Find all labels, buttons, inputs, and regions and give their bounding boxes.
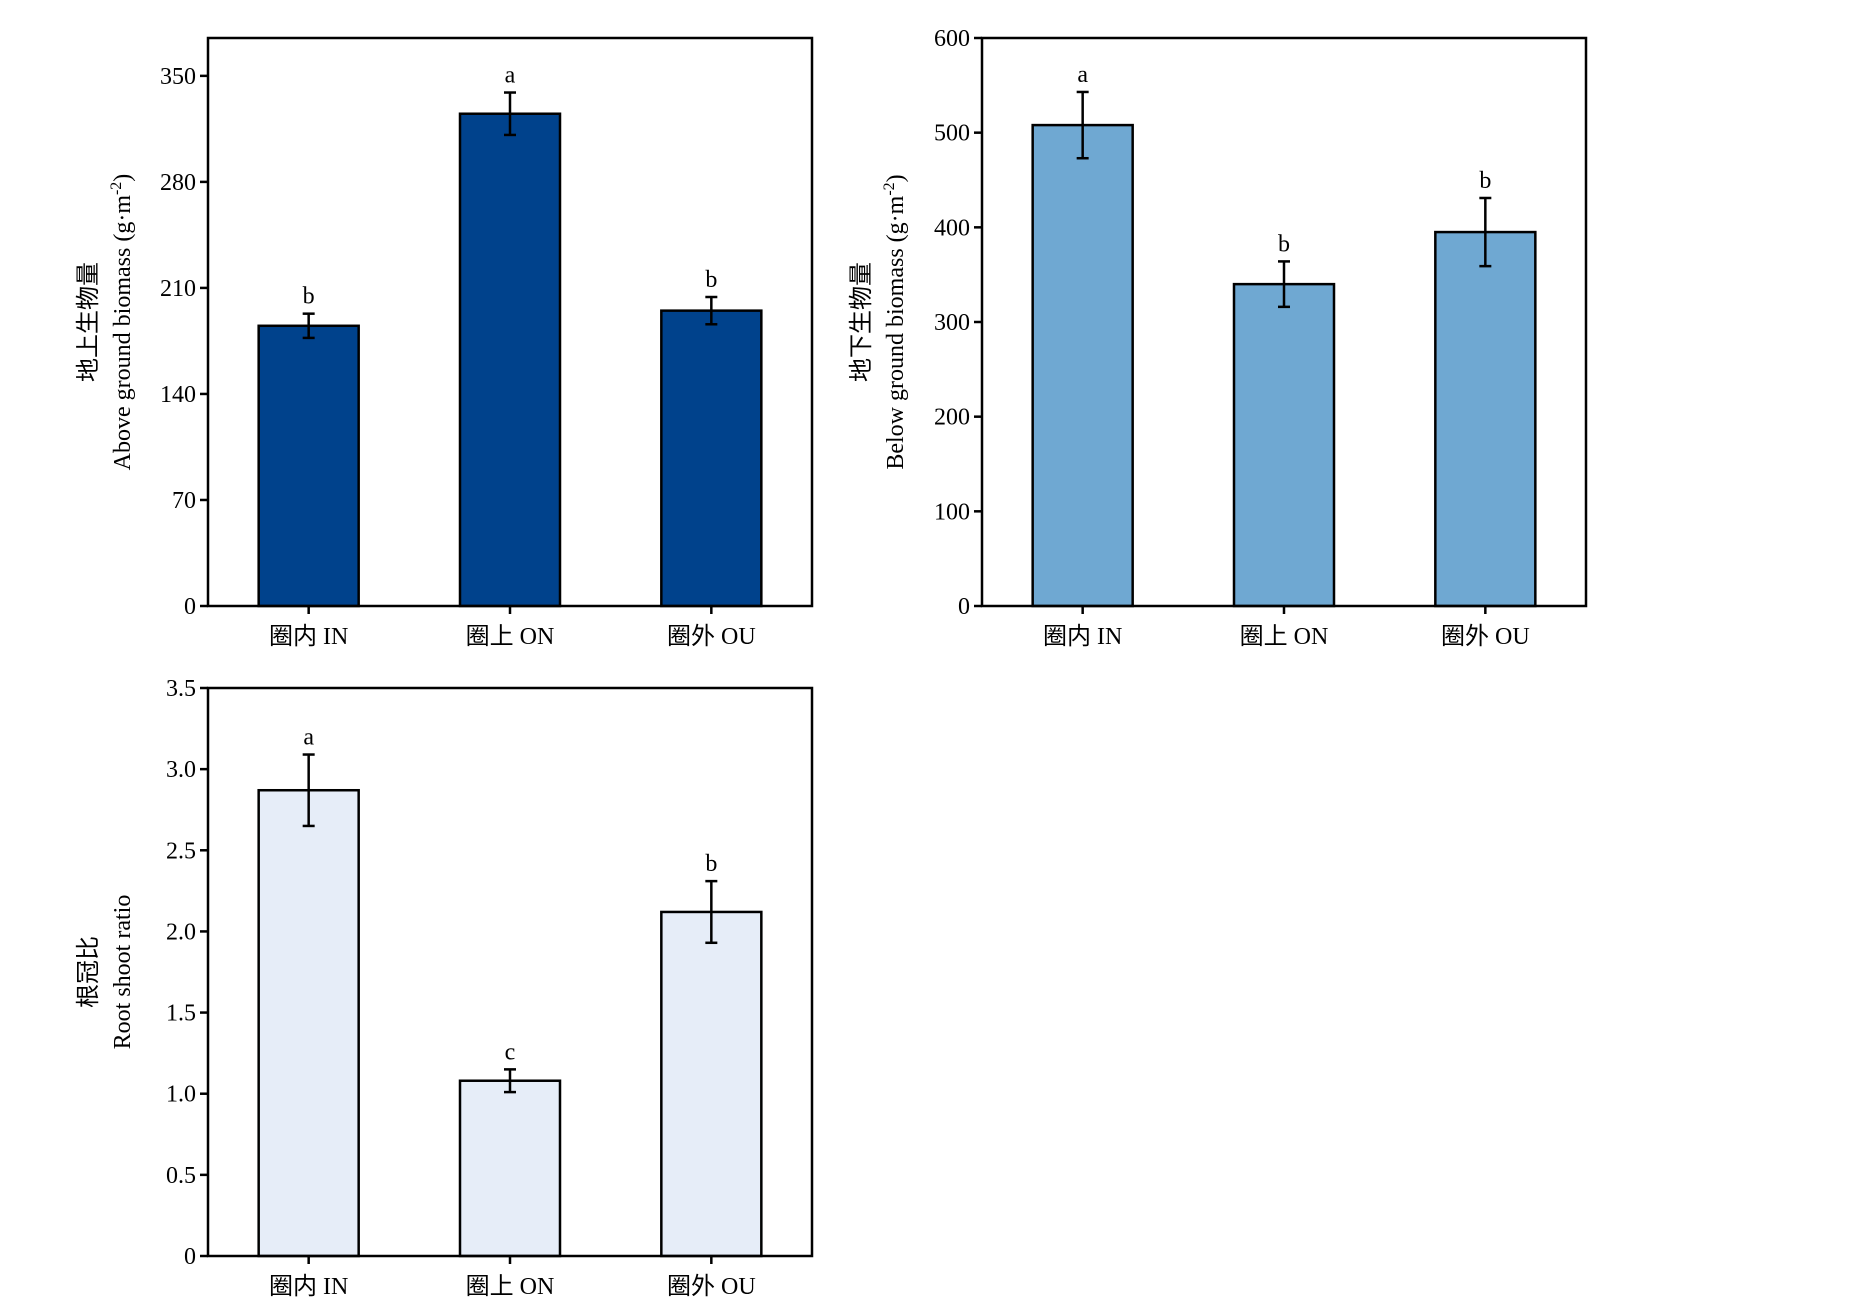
x-category-label-3: 圈外 OU [667, 1273, 756, 1300]
y-tick-label-5: 2.0 [166, 919, 196, 945]
y-tick-label-6: 500 [934, 121, 970, 147]
chart-panel-2: a b b 0 100 200 300 400 500 600 圈内 IN 圈上 ON 圈外 OU 地下生… [848, 26, 1588, 650]
bar-3 [660, 910, 763, 1258]
error-bar-1 [302, 312, 315, 340]
significance-label-1: a [303, 725, 314, 751]
bar-2 [1232, 282, 1336, 608]
x-category-label-1: 圈内 IN [269, 1273, 348, 1300]
error-bar-1 [1076, 90, 1089, 160]
bar-3 [660, 309, 763, 608]
y-tick-label-7: 600 [934, 26, 970, 52]
error-bar-1 [302, 753, 315, 828]
bar-1 [257, 324, 360, 608]
y-tick-label-7: 3.0 [166, 757, 196, 783]
y-axis-title-unit-sup: -2 [108, 182, 125, 195]
chart-panel-3: a c b 0 0.5 1.0 1.5 2.0 2.5 3.0 3.5 圈内 IN 圈上 ON 圈外 OU… [75, 676, 814, 1300]
bar-3 [1434, 230, 1537, 608]
y-axis-title-unit-close: ) [883, 174, 909, 182]
y-tick-label-1: 0 [184, 594, 196, 620]
bar-1 [257, 788, 360, 1258]
x-category-label-2: 圈上 ON [466, 1273, 555, 1300]
y-axis-title-en-text: Root shoot ratio [110, 895, 136, 1050]
y-tick-label-3: 140 [160, 382, 196, 408]
y-axis-title-cn: 地下生物量 [848, 262, 875, 382]
y-axis-title-cn: 地上生物量 [75, 262, 102, 382]
bar-1 [1031, 123, 1134, 608]
y-tick-label-4: 1.5 [166, 1001, 196, 1027]
significance-label-3: b [1479, 168, 1491, 194]
error-bar-2 [1278, 260, 1290, 309]
error-bar-3 [705, 879, 718, 945]
error-bar-2 [504, 1068, 516, 1094]
significance-label-1: b [303, 284, 315, 310]
y-axis-title-en: Root shoot ratio [110, 895, 136, 1050]
y-tick-label-1: 0 [184, 1244, 196, 1270]
x-category-label-2: 圈上 ON [466, 623, 555, 650]
significance-label-1: a [1077, 62, 1088, 88]
error-bar-2 [504, 91, 516, 137]
significance-label-3: b [705, 267, 717, 293]
y-tick-label-4: 210 [160, 276, 196, 302]
bar-2 [458, 1079, 562, 1258]
y-tick-label-5: 400 [934, 215, 970, 241]
x-category-label-3: 圈外 OU [667, 623, 756, 650]
x-category-label-1: 圈内 IN [1043, 623, 1122, 650]
y-tick-label-2: 70 [172, 488, 196, 514]
y-axis-title-cn: 根冠比 [75, 936, 102, 1008]
y-tick-label-6: 2.5 [166, 838, 196, 864]
y-axis-title-en-text: Above ground biomass (g·m [110, 195, 136, 471]
error-bar-3 [705, 295, 718, 326]
y-tick-label-5: 280 [160, 170, 196, 196]
y-tick-label-1: 0 [958, 594, 970, 620]
y-tick-label-2: 0.5 [166, 1163, 196, 1189]
y-axis-title-unit-sup: -2 [881, 182, 898, 195]
significance-label-2: b [1278, 231, 1290, 257]
y-tick-label-4: 300 [934, 310, 970, 336]
x-category-label-2: 圈上 ON [1240, 623, 1329, 650]
x-category-label-3: 圈外 OU [1441, 623, 1530, 650]
y-tick-label-3: 200 [934, 405, 970, 431]
bar-2 [458, 112, 562, 608]
y-axis-title-unit-close: ) [110, 174, 136, 182]
y-axis-title-en-text: Below ground biomass (g·m [883, 195, 909, 469]
y-axis-title-en: Above ground biomass (g·m-2) [108, 174, 136, 471]
y-tick-label-3: 1.0 [166, 1082, 196, 1108]
significance-label-2: a [505, 63, 516, 89]
y-tick-label-6: 350 [160, 64, 196, 90]
y-axis-title-en: Below ground biomass (g·m-2) [881, 174, 909, 469]
y-tick-label-2: 100 [934, 499, 970, 525]
significance-label-2: c [505, 1039, 516, 1065]
significance-label-3: b [705, 851, 717, 877]
error-bar-3 [1479, 196, 1492, 268]
y-tick-label-8: 3.5 [166, 676, 196, 702]
x-category-label-1: 圈内 IN [269, 623, 348, 650]
